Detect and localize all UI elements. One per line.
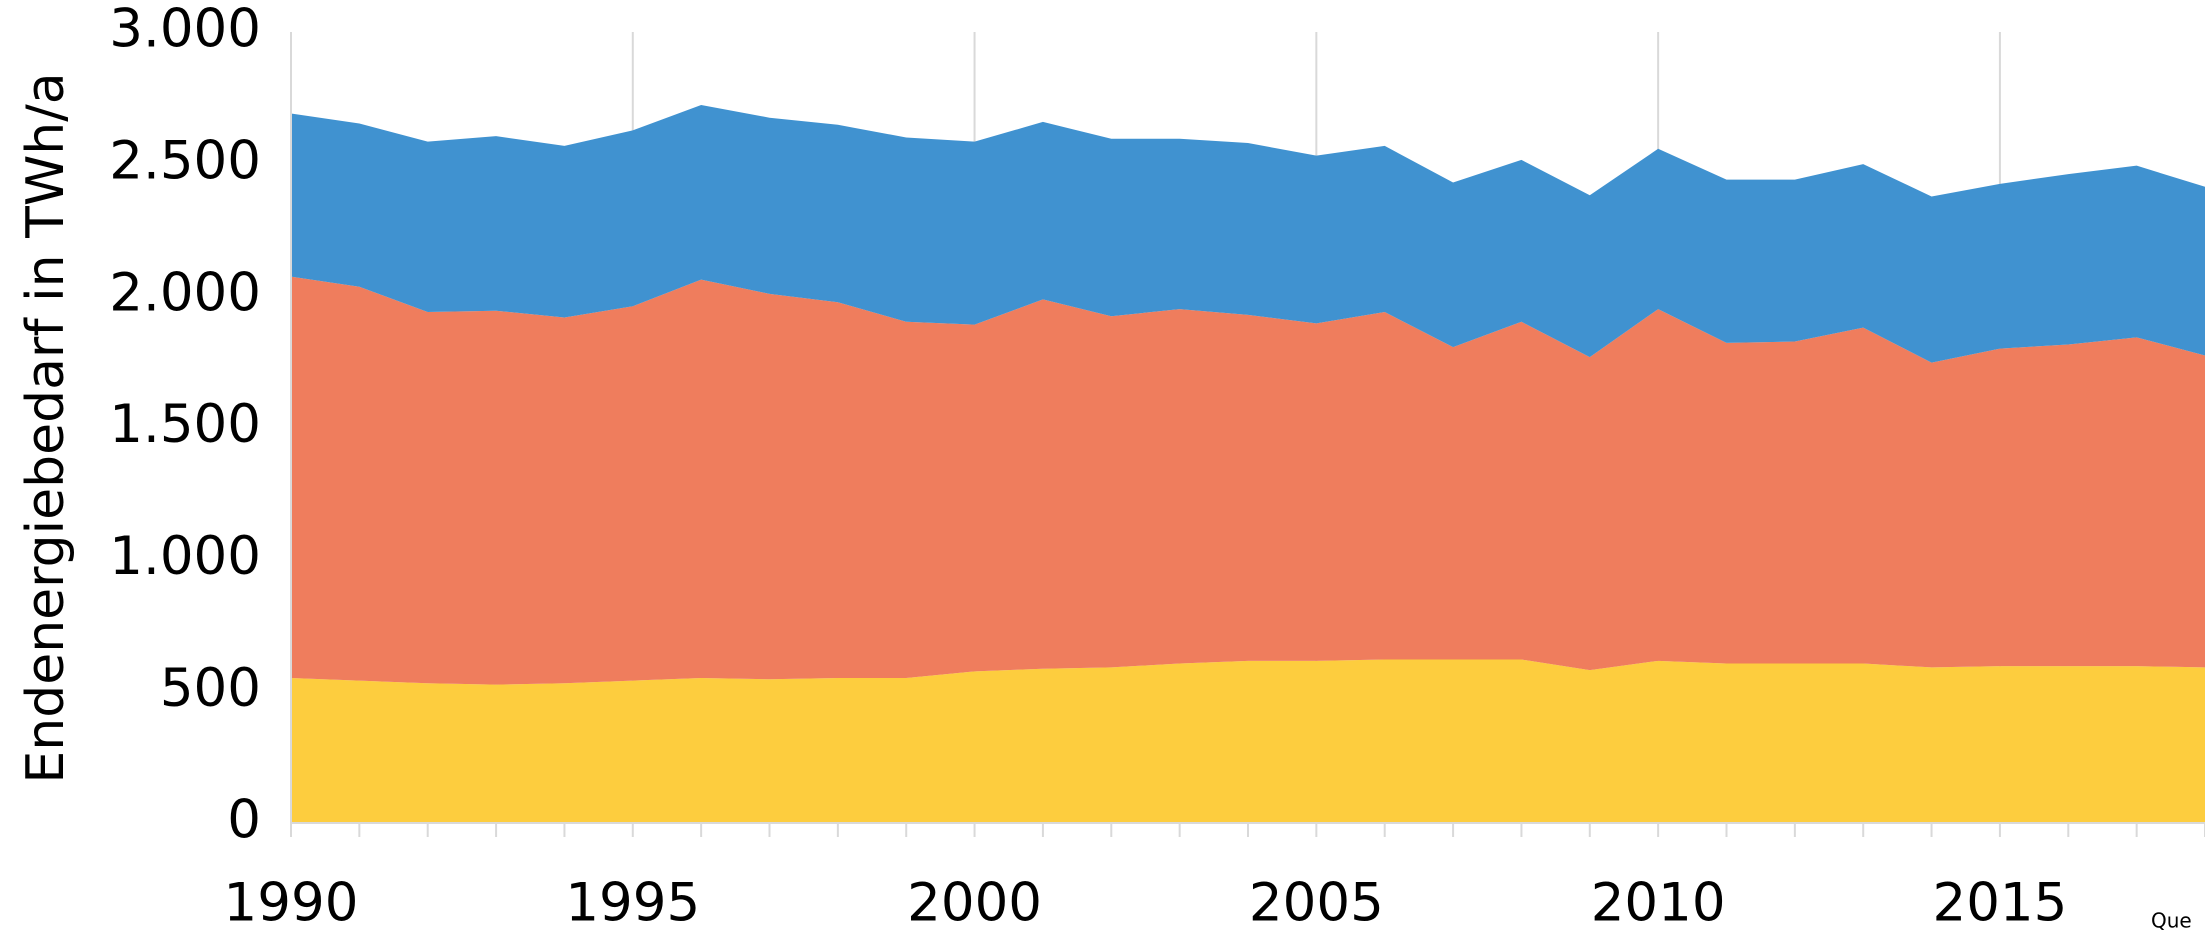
y-tick-label: 2.500 xyxy=(109,130,261,191)
y-tick-label: 500 xyxy=(160,658,261,719)
y-tick-label: 1.500 xyxy=(109,394,261,455)
y-tick-label: 3.000 xyxy=(109,0,261,60)
x-tick-label: 2010 xyxy=(1591,873,1726,930)
area xyxy=(291,276,2205,685)
y-tick-label: 2.000 xyxy=(109,262,261,323)
area xyxy=(291,105,2205,363)
y-tick-label: 1.000 xyxy=(109,526,261,587)
x-tick-label: 2000 xyxy=(907,873,1042,930)
source: Que xyxy=(2151,909,2192,930)
x-tick-label: 1995 xyxy=(565,873,700,930)
area xyxy=(291,659,2205,823)
y-tick-label: 0 xyxy=(227,790,261,851)
y-axis-label: Endenergiebedarf in TWh/a xyxy=(16,72,76,783)
x-tick-label: 2005 xyxy=(1249,873,1384,930)
x-tick-label: 1990 xyxy=(224,873,359,930)
x-tick-label: 2015 xyxy=(1932,873,2067,930)
